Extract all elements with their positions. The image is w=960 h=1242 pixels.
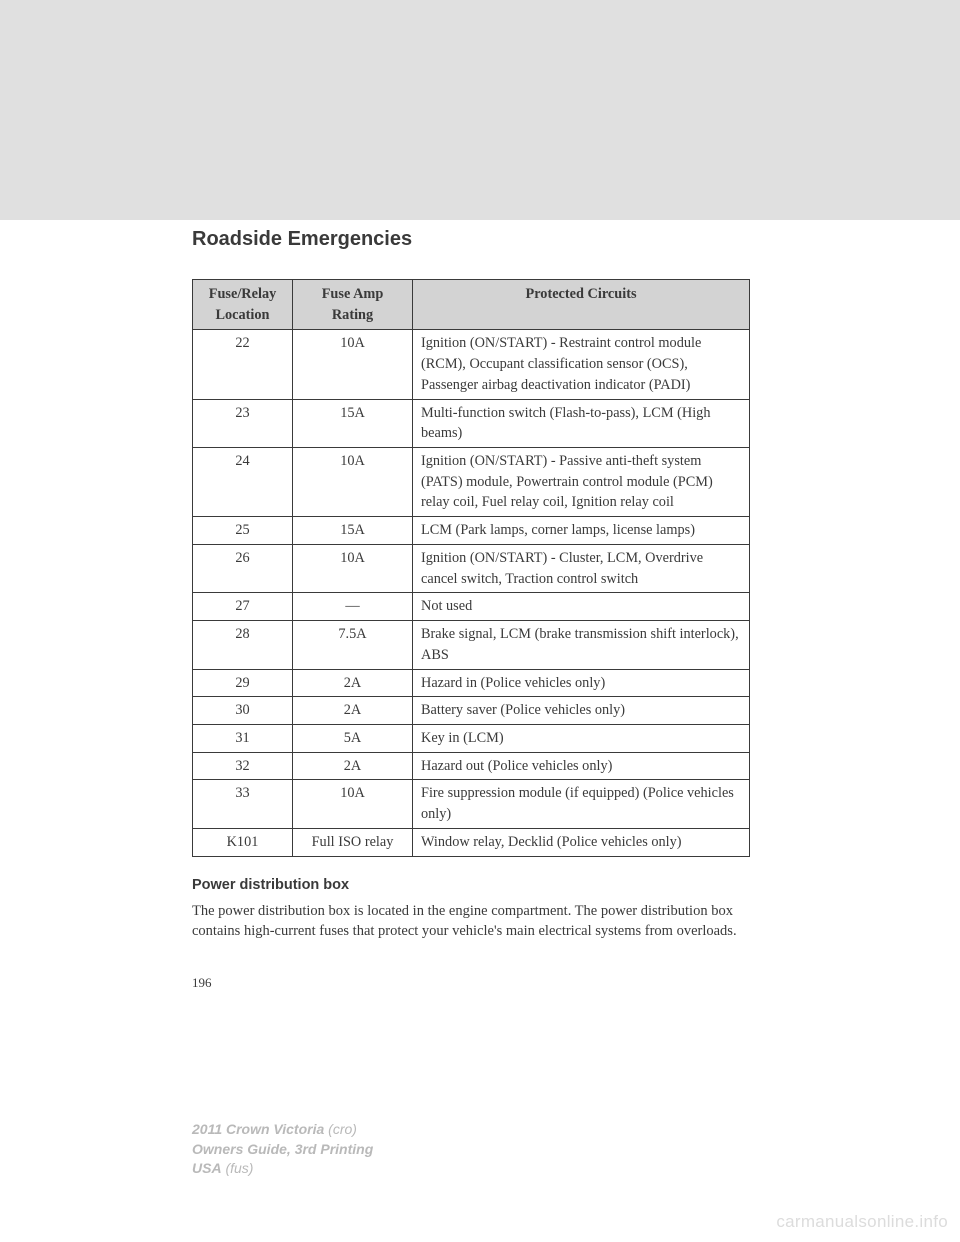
table-row: 3310AFire suppression module (if equippe… <box>193 780 750 828</box>
table-row: 292AHazard in (Police vehicles only) <box>193 669 750 697</box>
cell-circuits: Fire suppression module (if equipped) (P… <box>413 780 750 828</box>
table-row: 315AKey in (LCM) <box>193 724 750 752</box>
table-row: 2315AMulti-function switch (Flash-to-pas… <box>193 399 750 447</box>
cell-amp: 5A <box>293 724 413 752</box>
fuse-table: Fuse/RelayLocation Fuse AmpRating Protec… <box>192 279 750 857</box>
cell-circuits: Ignition (ON/START) - Passive anti-theft… <box>413 448 750 517</box>
cell-amp: 10A <box>293 780 413 828</box>
col-header-circuits: Protected Circuits <box>413 280 750 330</box>
footer-line-1: 2011 Crown Victoria (cro) <box>192 1120 373 1140</box>
table-row: 287.5ABrake signal, LCM (brake transmiss… <box>193 621 750 669</box>
cell-circuits: Not used <box>413 593 750 621</box>
cell-location: 28 <box>193 621 293 669</box>
subsection-body: The power distribution box is located in… <box>192 901 752 942</box>
cell-location: K101 <box>193 828 293 856</box>
cell-circuits: Window relay, Decklid (Police vehicles o… <box>413 828 750 856</box>
table-row: 302ABattery saver (Police vehicles only) <box>193 697 750 725</box>
page-content: Roadside Emergencies Fuse/RelayLocation … <box>192 228 752 991</box>
table-row: 322AHazard out (Police vehicles only) <box>193 752 750 780</box>
cell-circuits: Hazard out (Police vehicles only) <box>413 752 750 780</box>
cell-location: 24 <box>193 448 293 517</box>
section-title: Roadside Emergencies <box>192 228 752 251</box>
cell-amp: 2A <box>293 752 413 780</box>
cell-circuits: Brake signal, LCM (brake transmission sh… <box>413 621 750 669</box>
table-header-row: Fuse/RelayLocation Fuse AmpRating Protec… <box>193 280 750 330</box>
col-header-location: Fuse/RelayLocation <box>193 280 293 330</box>
cell-location: 23 <box>193 399 293 447</box>
cell-amp: 10A <box>293 330 413 399</box>
cell-circuits: Battery saver (Police vehicles only) <box>413 697 750 725</box>
table-row: 2210AIgnition (ON/START) - Restraint con… <box>193 330 750 399</box>
cell-circuits: Ignition (ON/START) - Cluster, LCM, Over… <box>413 544 750 592</box>
footer-line-2: Owners Guide, 3rd Printing <box>192 1140 373 1160</box>
cell-amp: 10A <box>293 448 413 517</box>
table-row: K101Full ISO relayWindow relay, Decklid … <box>193 828 750 856</box>
cell-amp: Full ISO relay <box>293 828 413 856</box>
cell-location: 26 <box>193 544 293 592</box>
cell-circuits: Multi-function switch (Flash-to-pass), L… <box>413 399 750 447</box>
subsection-heading: Power distribution box <box>192 877 752 893</box>
cell-amp: 7.5A <box>293 621 413 669</box>
cell-location: 32 <box>193 752 293 780</box>
table-row: 2410AIgnition (ON/START) - Passive anti-… <box>193 448 750 517</box>
cell-location: 31 <box>193 724 293 752</box>
table-row: 27—Not used <box>193 593 750 621</box>
cell-circuits: Hazard in (Police vehicles only) <box>413 669 750 697</box>
cell-circuits: Ignition (ON/START) - Restraint control … <box>413 330 750 399</box>
cell-amp: 2A <box>293 669 413 697</box>
cell-location: 29 <box>193 669 293 697</box>
cell-location: 25 <box>193 517 293 545</box>
cell-amp: 15A <box>293 399 413 447</box>
page-number: 196 <box>192 975 752 991</box>
table-row: 2515ALCM (Park lamps, corner lamps, lice… <box>193 517 750 545</box>
cell-amp: 2A <box>293 697 413 725</box>
cell-location: 22 <box>193 330 293 399</box>
cell-amp: 10A <box>293 544 413 592</box>
cell-amp: — <box>293 593 413 621</box>
footer-line-3: USA (fus) <box>192 1159 373 1179</box>
cell-location: 33 <box>193 780 293 828</box>
watermark-text: carmanualsonline.info <box>776 1212 948 1232</box>
cell-circuits: Key in (LCM) <box>413 724 750 752</box>
cell-location: 27 <box>193 593 293 621</box>
cell-circuits: LCM (Park lamps, corner lamps, license l… <box>413 517 750 545</box>
cell-location: 30 <box>193 697 293 725</box>
cell-amp: 15A <box>293 517 413 545</box>
col-header-amp: Fuse AmpRating <box>293 280 413 330</box>
table-row: 2610AIgnition (ON/START) - Cluster, LCM,… <box>193 544 750 592</box>
footer-block: 2011 Crown Victoria (cro) Owners Guide, … <box>192 1120 373 1179</box>
page-top-gray-band <box>0 0 960 220</box>
